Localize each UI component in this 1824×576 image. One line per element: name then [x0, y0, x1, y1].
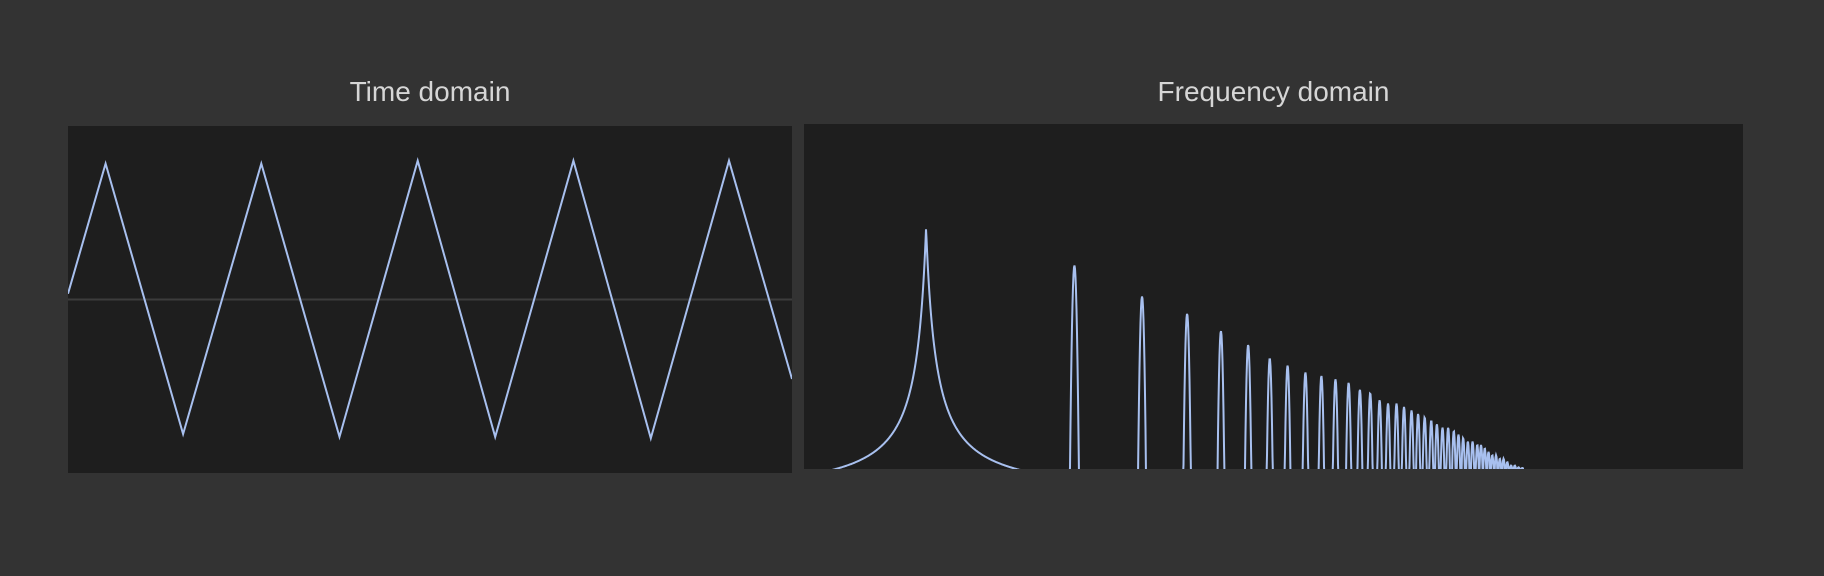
time-domain-trace [68, 157, 792, 443]
frequency-domain-svg [831, 229, 1525, 469]
frequency-domain-title: Frequency domain [1157, 76, 1390, 107]
time-domain-title: Time domain [349, 76, 511, 107]
time-domain-svg [68, 157, 792, 443]
frequency-spectrum-trace [831, 229, 1525, 469]
time-domain-plot [68, 126, 792, 473]
frequency-domain-plot [804, 124, 1743, 469]
